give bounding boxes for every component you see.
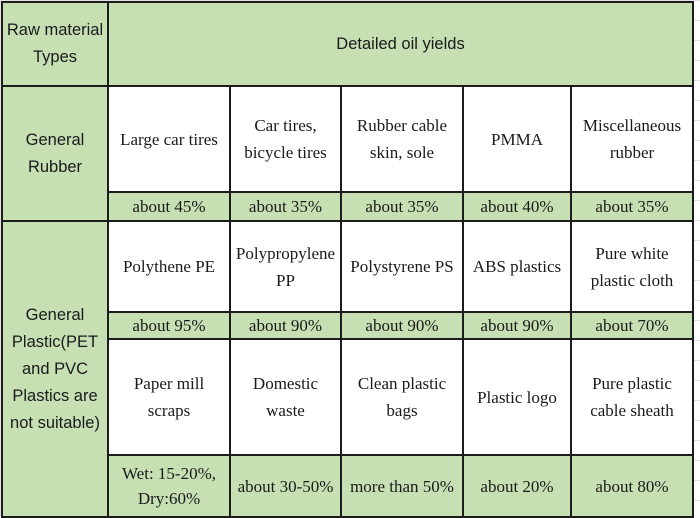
yield-cell[interactable]: about 20% bbox=[462, 454, 572, 518]
yield-cell[interactable]: Wet: 15-20%, Dry:60% bbox=[107, 454, 231, 518]
table-row: about 45% about 35% about 35% about 40% … bbox=[2, 191, 694, 222]
material-cell[interactable]: Polythene PE bbox=[107, 220, 231, 313]
yield-cell[interactable]: more than 50% bbox=[340, 454, 464, 518]
type-cell-plastic[interactable]: General Plastic(PET and PVC Plastics are… bbox=[1, 220, 109, 518]
material-cell[interactable]: Rubber cable skin, sole bbox=[340, 85, 464, 193]
material-cell[interactable]: Car tires, bicycle tires bbox=[229, 85, 342, 193]
material-cell[interactable]: Polystyrene PS bbox=[340, 220, 464, 313]
table-row: General Rubber Large car tires Car tires… bbox=[1, 85, 694, 222]
material-cell[interactable]: Pure white plastic cloth bbox=[570, 220, 694, 313]
yield-cell[interactable]: about 90% bbox=[340, 311, 464, 340]
yield-cell[interactable]: about 70% bbox=[570, 311, 694, 340]
material-cell[interactable]: Large car tires bbox=[107, 85, 231, 193]
yield-cell[interactable]: about 35% bbox=[229, 191, 342, 222]
material-cell[interactable]: Domestic waste bbox=[229, 338, 342, 456]
yield-cell[interactable]: about 80% bbox=[570, 454, 694, 518]
table-row: Wet: 15-20%, Dry:60% about 30-50% more t… bbox=[2, 454, 694, 518]
yield-cell[interactable]: about 90% bbox=[229, 311, 342, 340]
material-cell[interactable]: PMMA bbox=[462, 85, 572, 193]
material-cell[interactable]: ABS plastics bbox=[462, 220, 572, 313]
material-cell[interactable]: Paper mill scraps bbox=[107, 338, 231, 456]
header-row: Raw material Types Detailed oil yields bbox=[1, 1, 694, 87]
type-cell-rubber[interactable]: General Rubber bbox=[1, 85, 109, 222]
yield-cell[interactable]: about 45% bbox=[107, 191, 231, 222]
material-cell[interactable]: Clean plastic bags bbox=[340, 338, 464, 456]
yield-cell[interactable]: about 90% bbox=[462, 311, 572, 340]
yield-cell[interactable]: about 95% bbox=[107, 311, 231, 340]
material-cell[interactable]: Polypropylene PP bbox=[229, 220, 342, 313]
material-cell[interactable]: Plastic logo bbox=[462, 338, 572, 456]
yields-column-header[interactable]: Detailed oil yields bbox=[107, 1, 694, 87]
material-cell[interactable]: Pure plastic cable sheath bbox=[570, 338, 694, 456]
type-column-header[interactable]: Raw material Types bbox=[1, 1, 109, 87]
yield-cell[interactable]: about 40% bbox=[462, 191, 572, 222]
table-row: General Plastic(PET and PVC Plastics are… bbox=[1, 220, 694, 518]
yield-cell[interactable]: about 35% bbox=[570, 191, 694, 222]
yield-cell[interactable]: about 35% bbox=[340, 191, 464, 222]
material-cell[interactable]: Miscellaneous rubber bbox=[570, 85, 694, 193]
table-row: Paper mill scraps Domestic waste Clean p… bbox=[2, 338, 694, 456]
table-row: about 95% about 90% about 90% about 90% … bbox=[2, 311, 694, 340]
yield-cell[interactable]: about 30-50% bbox=[229, 454, 342, 518]
